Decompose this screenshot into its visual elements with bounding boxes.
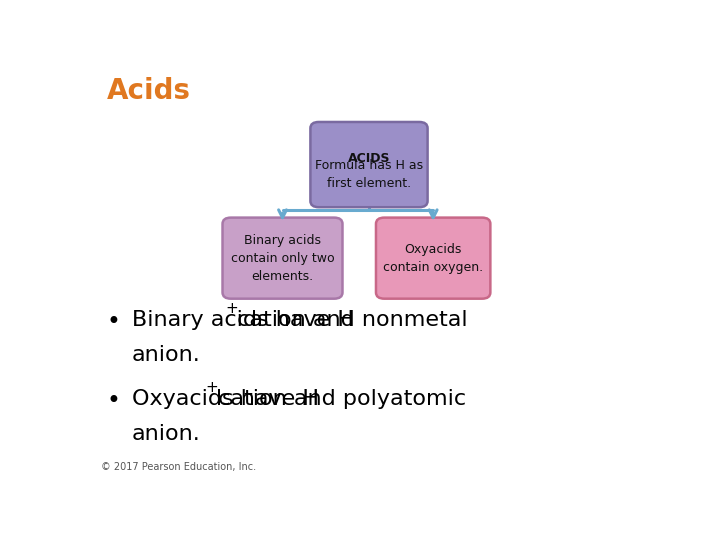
- Text: Acids: Acids: [107, 77, 191, 105]
- Text: +: +: [225, 301, 238, 316]
- FancyBboxPatch shape: [222, 218, 343, 299]
- Text: Oxyacids
contain oxygen.: Oxyacids contain oxygen.: [383, 242, 483, 274]
- Text: Oxyacids have H: Oxyacids have H: [132, 389, 319, 409]
- Text: Formula has H as
first element.: Formula has H as first element.: [315, 159, 423, 191]
- Text: © 2017 Pearson Education, Inc.: © 2017 Pearson Education, Inc.: [101, 462, 256, 472]
- Text: anion.: anion.: [132, 346, 201, 366]
- Text: ACIDS: ACIDS: [348, 152, 390, 165]
- Text: cation and nonmetal: cation and nonmetal: [230, 310, 468, 330]
- Text: Binary acids
contain only two
elements.: Binary acids contain only two elements.: [230, 234, 334, 282]
- Text: +: +: [205, 380, 218, 395]
- Text: •: •: [107, 310, 121, 334]
- Text: cation and polyatomic: cation and polyatomic: [210, 389, 466, 409]
- Text: Binary acids have H: Binary acids have H: [132, 310, 354, 330]
- Text: anion.: anion.: [132, 424, 201, 444]
- Text: •: •: [107, 389, 121, 413]
- FancyBboxPatch shape: [310, 122, 428, 207]
- FancyBboxPatch shape: [376, 218, 490, 299]
